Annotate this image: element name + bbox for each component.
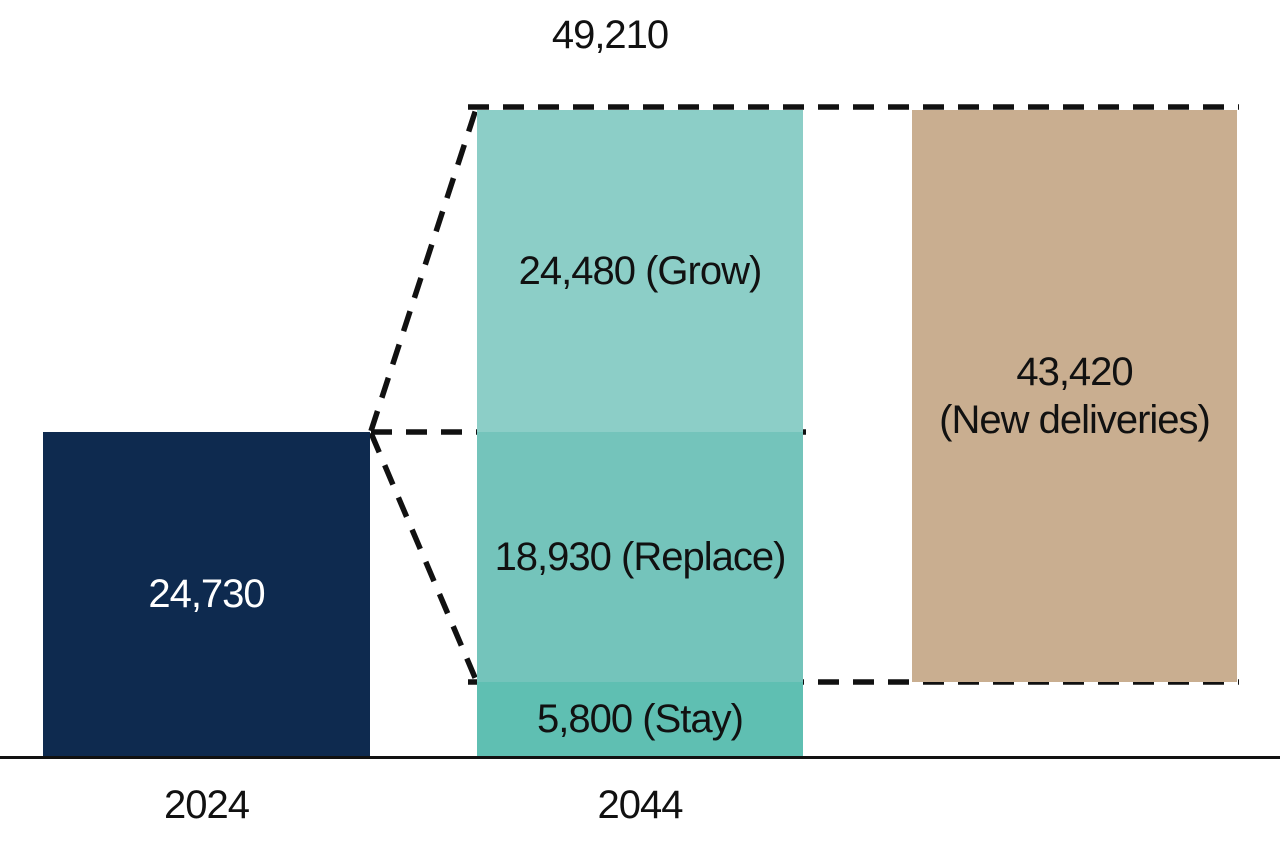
x-tick-2024: 2024 xyxy=(164,783,250,827)
bar-2024-fleet: 24,730 xyxy=(43,432,370,756)
new-deliveries-label: 43,420 (New deliveries) xyxy=(939,348,1211,444)
new-deliveries-caption: (New deliveries) xyxy=(939,398,1211,442)
x-tick-2044: 2044 xyxy=(597,783,684,827)
bar-2024-label: 24,730 xyxy=(148,572,265,616)
connector-grow-diagonal xyxy=(368,108,479,432)
bar-2044-segment-stay: 5,800 (Stay) xyxy=(477,682,803,756)
connector-stay-diagonal xyxy=(368,431,479,682)
grow-segment-label: 24,480 (Grow) xyxy=(518,249,763,293)
x-axis-line xyxy=(0,756,1280,759)
new-deliveries-value: 43,420 xyxy=(1016,350,1133,394)
replace-segment-label: 18,930 (Replace) xyxy=(494,535,787,579)
stay-segment-label: 5,800 (Stay) xyxy=(537,697,744,741)
bar-2044-segment-grow: 24,480 (Grow) xyxy=(477,110,803,432)
bar-new-deliveries: 43,420 (New deliveries) xyxy=(912,110,1237,682)
total-2044-label: 49,210 xyxy=(551,13,669,57)
bar-2044-segment-replace: 18,930 (Replace) xyxy=(477,432,803,682)
